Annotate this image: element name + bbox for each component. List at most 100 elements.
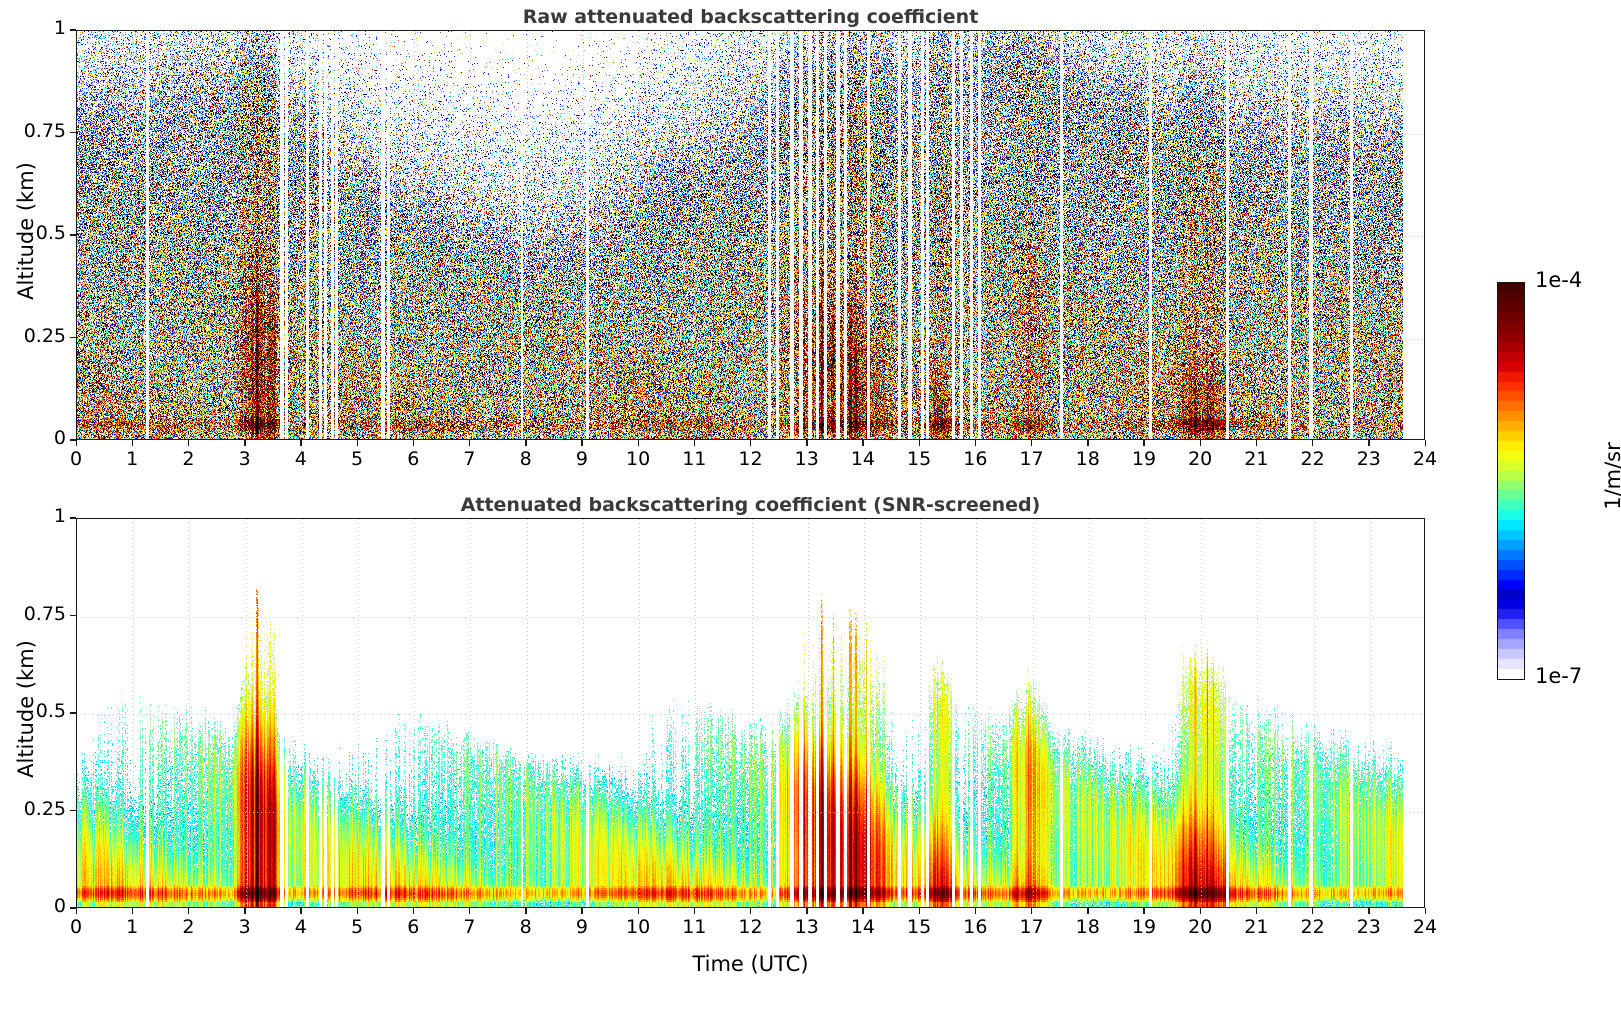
- xtick-label-raw-1: 1: [126, 448, 139, 470]
- xtick-raw-0: [75, 440, 77, 446]
- xtick-label-screened-7: 7: [463, 916, 476, 938]
- plot-area-raw: [76, 30, 1425, 440]
- xtick-screened-15: [918, 908, 921, 914]
- xtick-label-screened-5: 5: [350, 916, 364, 938]
- xtick-label-screened-8: 8: [519, 916, 532, 938]
- xtick-screened-24: [1424, 908, 1426, 914]
- xtick-label-raw-9: 9: [575, 448, 588, 470]
- xtick-label-screened-9: 9: [575, 916, 588, 938]
- xtick-label-raw-17: 17: [1019, 448, 1044, 470]
- ytick-raw-3: [70, 131, 76, 134]
- xtick-label-raw-11: 11: [682, 448, 707, 470]
- colorbar-unit-label: 1/m/sr: [1601, 442, 1621, 510]
- xtick-label-raw-18: 18: [1075, 448, 1100, 470]
- xtick-label-raw-16: 16: [963, 448, 988, 470]
- xtick-screened-21: [1255, 908, 1258, 914]
- xtick-raw-12: [750, 440, 752, 446]
- ytick-raw-2: [70, 234, 76, 236]
- xtick-label-screened-3: 3: [238, 916, 251, 938]
- xtick-raw-20: [1199, 440, 1202, 446]
- ytick-label-raw-0: 0: [53, 427, 66, 449]
- xtick-screened-13: [806, 908, 808, 914]
- xtick-raw-9: [581, 440, 583, 446]
- xtick-screened-6: [412, 908, 415, 914]
- xtick-screened-22: [1312, 908, 1314, 914]
- xtick-raw-7: [468, 440, 471, 446]
- xtick-label-raw-21: 21: [1244, 448, 1269, 470]
- xtick-label-screened-6: 6: [407, 916, 420, 938]
- xtick-label-screened-0: 0: [69, 916, 83, 938]
- ytick-screened-2: [70, 712, 76, 714]
- xtick-raw-17: [1031, 440, 1033, 446]
- xtick-screened-11: [693, 908, 696, 914]
- xtick-label-screened-19: 19: [1131, 916, 1157, 938]
- xtick-label-raw-14: 14: [850, 448, 875, 470]
- xtick-screened-17: [1031, 908, 1033, 914]
- xtick-screened-20: [1199, 908, 1202, 914]
- xtick-label-screened-10: 10: [625, 916, 651, 938]
- xtick-label-screened-12: 12: [738, 916, 763, 938]
- xtick-label-raw-12: 12: [738, 448, 763, 470]
- xtick-raw-11: [693, 440, 696, 446]
- xtick-screened-10: [637, 908, 639, 914]
- xtick-raw-13: [806, 440, 808, 446]
- xtick-screened-12: [750, 908, 752, 914]
- heatmap-canvas-raw: [77, 31, 1424, 439]
- xtick-label-screened-21: 21: [1244, 916, 1269, 938]
- colorbar-gradient: [1497, 282, 1525, 680]
- panel-title-raw: Raw attenuated backscattering coefficien…: [522, 6, 979, 28]
- xtick-label-raw-23: 23: [1356, 448, 1381, 470]
- xtick-screened-0: [75, 908, 77, 914]
- xtick-raw-14: [862, 440, 864, 446]
- xtick-label-screened-4: 4: [294, 916, 307, 938]
- ytick-label-screened-3: 0.75: [23, 602, 66, 625]
- xtick-raw-21: [1255, 440, 1258, 446]
- xtick-label-raw-13: 13: [794, 448, 819, 470]
- xtick-screened-5: [356, 908, 358, 914]
- xtick-label-raw-7: 7: [463, 448, 476, 470]
- xtick-screened-2: [187, 908, 190, 914]
- xtick-label-screened-2: 2: [182, 916, 195, 938]
- xtick-screened-23: [1368, 908, 1370, 914]
- xtick-raw-5: [356, 440, 358, 446]
- xtick-label-raw-4: 4: [294, 448, 307, 470]
- ytick-label-screened-1: 0.25: [23, 797, 66, 820]
- xtick-screened-18: [1087, 908, 1089, 914]
- ytick-label-screened-2: 0.5: [35, 700, 66, 722]
- xtick-label-raw-15: 15: [907, 448, 932, 470]
- xtick-label-screened-14: 14: [850, 916, 875, 938]
- xtick-label-screened-16: 16: [963, 916, 988, 938]
- xtick-label-raw-20: 20: [1188, 448, 1213, 470]
- xtick-screened-3: [244, 908, 246, 914]
- ytick-label-screened-4: 1: [53, 505, 66, 527]
- colorbar-max-label: 1e-4: [1535, 268, 1583, 292]
- ytick-raw-0: [70, 439, 76, 441]
- xtick-screened-1: [131, 908, 134, 914]
- xtick-raw-4: [300, 440, 302, 446]
- panel-title-screened: Attenuated backscattering coefficient (S…: [460, 494, 1041, 516]
- ytick-raw-1: [70, 336, 76, 339]
- xtick-label-raw-19: 19: [1131, 448, 1157, 470]
- xtick-label-raw-10: 10: [625, 448, 651, 470]
- ytick-screened-3: [70, 614, 76, 617]
- ytick-raw-4: [70, 29, 76, 31]
- xtick-label-screened-11: 11: [682, 916, 707, 938]
- ytick-label-raw-3: 0.75: [23, 119, 66, 142]
- xtick-screened-4: [300, 908, 302, 914]
- xtick-label-screened-23: 23: [1356, 916, 1381, 938]
- xtick-label-raw-6: 6: [407, 448, 420, 470]
- ytick-screened-1: [70, 809, 76, 812]
- xtick-raw-19: [1143, 440, 1145, 446]
- xtick-label-raw-8: 8: [519, 448, 532, 470]
- ytick-label-raw-2: 0.5: [35, 222, 66, 244]
- xtick-label-raw-0: 0: [69, 448, 83, 470]
- xtick-screened-19: [1143, 908, 1145, 914]
- xtick-label-screened-13: 13: [794, 916, 819, 938]
- xtick-label-raw-2: 2: [182, 448, 195, 470]
- xtick-screened-14: [862, 908, 864, 914]
- xtick-label-screened-17: 17: [1019, 916, 1044, 938]
- xtick-raw-16: [974, 440, 977, 446]
- colorbar-min-label: 1e-7: [1535, 664, 1583, 688]
- xtick-label-screened-22: 22: [1300, 916, 1325, 938]
